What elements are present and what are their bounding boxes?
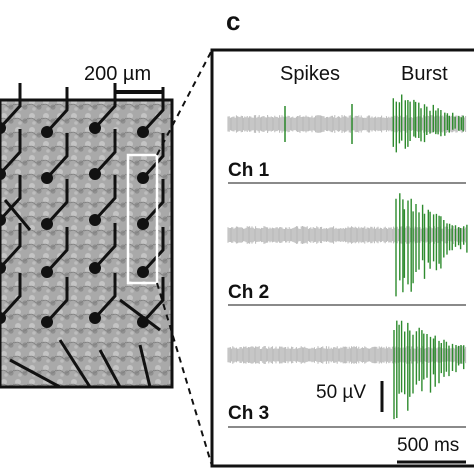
electrode-lead <box>45 277 69 324</box>
electrode-lead <box>98 349 122 388</box>
channel-label-3: Ch 3 <box>228 403 270 424</box>
electrode-lead <box>141 179 165 226</box>
channel-label-1: Ch 1 <box>228 160 270 181</box>
electrode-lead <box>9 358 61 389</box>
voltage-scale-label: 50 µV <box>316 382 367 403</box>
electrode-traces <box>0 83 165 389</box>
burst-trace <box>395 193 468 297</box>
electrode <box>137 172 149 184</box>
electrode-grid <box>0 122 149 328</box>
electrode-lead <box>0 175 22 222</box>
electrode-lead <box>119 298 161 332</box>
electrode <box>137 218 149 230</box>
electrode-lead <box>93 175 117 222</box>
zoom-line-top <box>156 49 213 156</box>
electrode <box>89 262 101 274</box>
signal-traces <box>227 94 468 420</box>
electrode-lead <box>93 223 117 270</box>
electrode-lead <box>141 277 165 324</box>
burst-trace <box>392 94 464 153</box>
electrode <box>41 172 53 184</box>
electrode <box>41 126 53 138</box>
mea-image <box>0 83 174 389</box>
electrode-lead <box>0 129 22 176</box>
electrode-lead <box>45 87 69 134</box>
electrode-lead <box>58 339 92 388</box>
noise-trace <box>227 115 467 133</box>
electrode <box>89 312 101 324</box>
time-scale-label: 500 ms <box>397 435 460 456</box>
electrode-lead <box>45 179 69 226</box>
electrode-lead <box>93 129 117 176</box>
electrode-lead <box>3 199 32 231</box>
electrode <box>41 316 53 328</box>
channel-label-2: Ch 2 <box>228 282 270 303</box>
electrode-lead <box>45 133 69 180</box>
spikes-annotation: Spikes <box>280 63 341 85</box>
electrode <box>89 214 101 226</box>
electrode-lead <box>0 273 22 320</box>
electrode-lead <box>45 227 69 274</box>
electrode-lead <box>141 87 165 134</box>
electrode-lead <box>141 227 165 274</box>
electrode <box>41 218 53 230</box>
zoom-line-bottom <box>156 282 213 467</box>
panel-label: c <box>226 6 241 36</box>
burst-trace <box>393 320 465 420</box>
electrode <box>137 316 149 328</box>
electrode <box>41 266 53 278</box>
electrode <box>137 126 149 138</box>
electrode-lead <box>0 223 22 270</box>
highlight-box <box>126 153 159 285</box>
electrode <box>137 266 149 278</box>
electrode-lead <box>138 344 152 388</box>
electrode <box>89 168 101 180</box>
electrode-lead <box>141 133 165 180</box>
electrode <box>89 122 101 134</box>
burst-annotation: Burst <box>401 63 448 85</box>
electrode-lead <box>93 273 117 320</box>
electrode-lead <box>0 83 22 130</box>
micrometer-scale-label: 200 µm <box>84 63 152 85</box>
